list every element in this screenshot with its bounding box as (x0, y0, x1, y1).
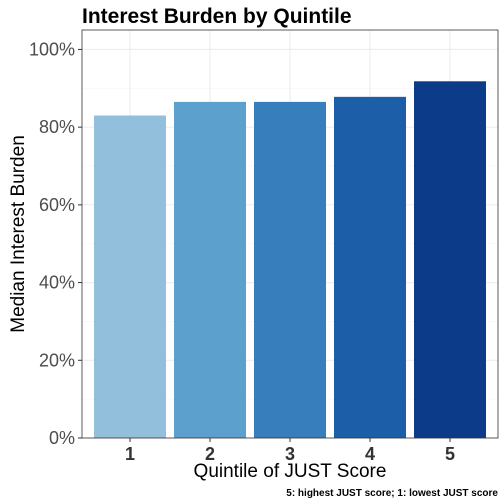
y-tick-label: 100% (29, 39, 75, 59)
y-axis: 0% 20% 40% 60% 80% 100% (29, 39, 82, 448)
y-tick-label: 40% (39, 273, 75, 293)
x-tick-label: 2 (205, 444, 215, 464)
bar-quintile-2 (174, 101, 246, 438)
x-tick-label: 5 (445, 444, 455, 464)
x-tick-label: 4 (365, 444, 375, 464)
y-tick-label: 0% (49, 428, 75, 448)
bars (94, 81, 486, 438)
y-tick-label: 20% (39, 350, 75, 370)
x-axis-label: Quintile of JUST Score (194, 461, 387, 482)
y-tick-label: 60% (39, 195, 75, 215)
chart-title: Interest Burden by Quintile (82, 5, 352, 28)
bar-quintile-5 (414, 81, 486, 438)
bar-quintile-4 (334, 96, 406, 438)
x-tick-label: 3 (285, 444, 295, 464)
x-tick-label: 1 (125, 444, 135, 464)
chart-caption: 5: highest JUST score; 1: lowest JUST sc… (286, 488, 498, 499)
x-axis: 1 2 3 4 5 (125, 438, 455, 464)
bar-quintile-3 (254, 101, 326, 438)
y-tick-label: 80% (39, 117, 75, 137)
bar-quintile-1 (94, 115, 166, 438)
y-axis-label: Median Interest Burden (8, 135, 29, 333)
